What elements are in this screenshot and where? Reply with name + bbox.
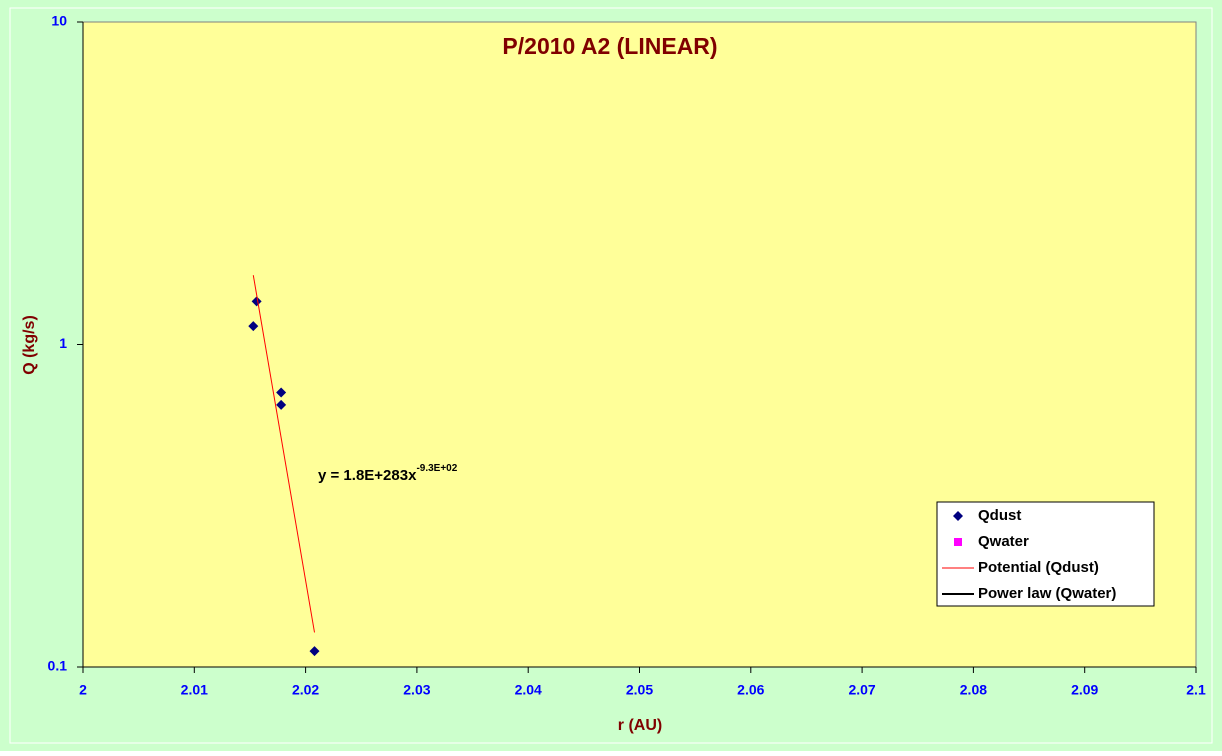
x-tick-label: 2.1 (1186, 682, 1206, 698)
x-tick-label: 2.09 (1071, 682, 1098, 698)
x-tick-label: 2.02 (292, 682, 319, 698)
legend-symbol (954, 538, 962, 546)
y-tick-label: 0.1 (48, 658, 68, 674)
legend-label: Potential (Qdust) (978, 559, 1099, 576)
legend-symbol (953, 511, 963, 521)
x-tick-label: 2.06 (737, 682, 764, 698)
x-tick-label: 2.08 (960, 682, 987, 698)
data-point (276, 399, 287, 410)
data-point (251, 296, 262, 307)
data-point (276, 387, 287, 398)
legend-label: Qdust (978, 507, 1021, 524)
x-tick-label: 2.07 (848, 682, 875, 698)
x-tick-label: 2.04 (515, 682, 542, 698)
x-axis-label: r (AU) (618, 717, 662, 734)
chart-border (9, 7, 1213, 744)
x-tick-label: 2.05 (626, 682, 653, 698)
chart-title: P/2010 A2 (LINEAR) (502, 33, 717, 59)
trendline-equation: y = 1.8E+283x-9.3E+02 (318, 463, 458, 484)
equation-text: y = 1.8E+283x (318, 467, 417, 484)
legend-box (936, 501, 1155, 607)
legend-label: Power law (Qwater) (978, 585, 1116, 602)
x-tick-label: 2.01 (181, 682, 208, 698)
data-point (248, 321, 259, 332)
equation-exponent: -9.3E+02 (416, 463, 457, 474)
data-point (309, 646, 320, 657)
y-tick-label: 1 (59, 335, 67, 351)
legend-label: Qwater (978, 533, 1029, 550)
x-tick-label: 2.03 (403, 682, 430, 698)
y-axis-label: Q (kg/s) (21, 315, 38, 375)
x-tick-label: 2 (79, 682, 87, 698)
trendline (252, 275, 315, 633)
y-tick-label: 10 (51, 13, 67, 29)
